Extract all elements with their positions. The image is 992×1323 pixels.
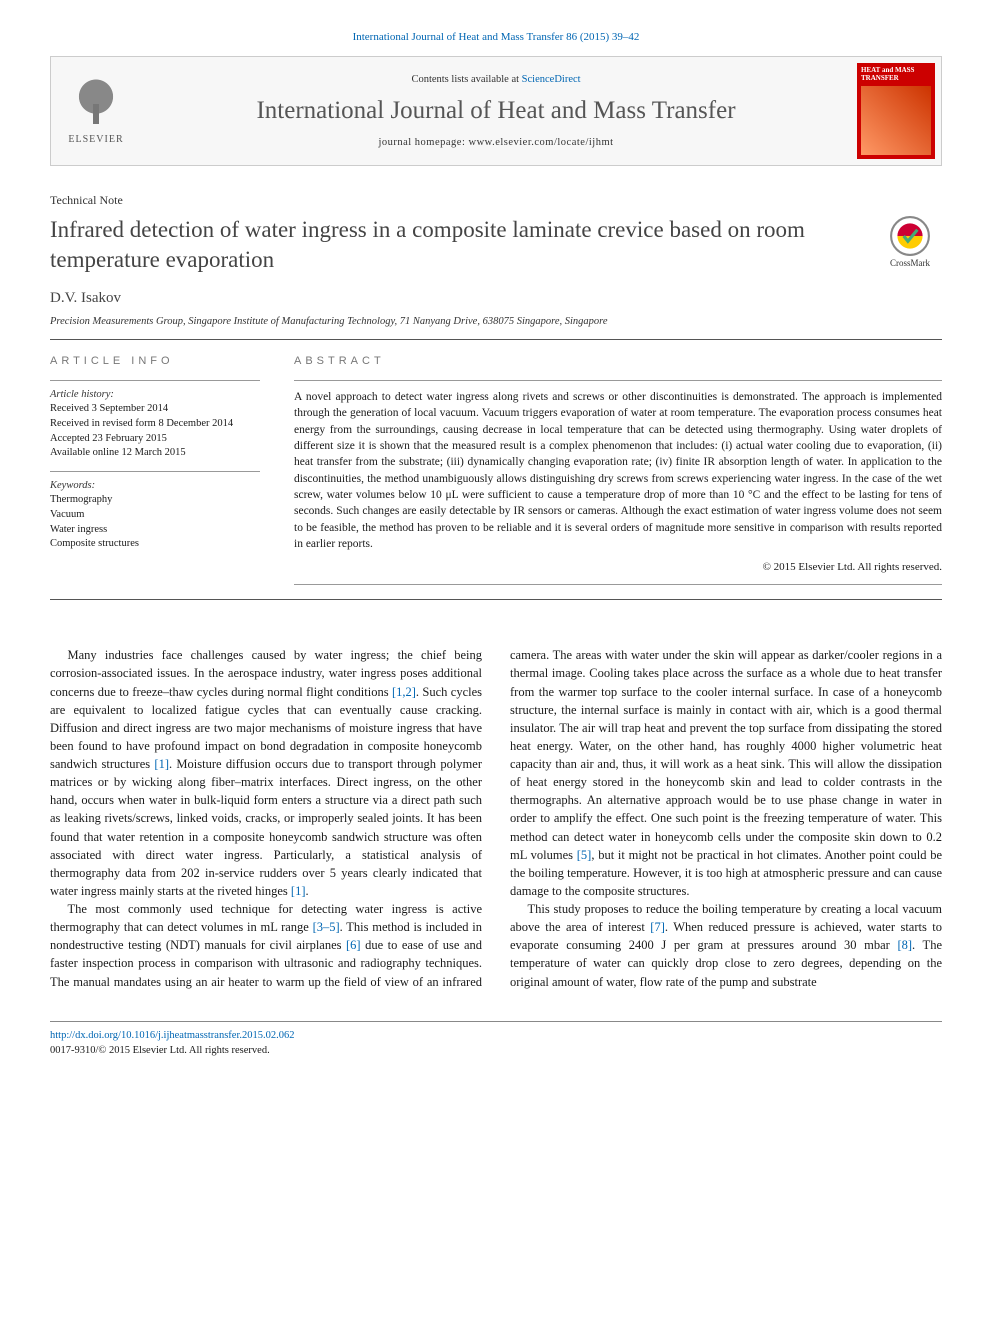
- author-affiliation: Precision Measurements Group, Singapore …: [50, 314, 942, 329]
- publisher-logo-cell: ELSEVIER: [51, 57, 141, 165]
- history-item: Available online 12 March 2015: [50, 446, 260, 461]
- crossmark-badge[interactable]: CrossMark: [878, 215, 942, 270]
- elsevier-tree-icon: [69, 75, 123, 129]
- cover-art-icon: [861, 86, 931, 155]
- rule-mid: [50, 599, 942, 600]
- keywords-label: Keywords:: [50, 478, 260, 493]
- abstract-rule-bottom: [294, 584, 942, 585]
- article-type-label: Technical Note: [50, 192, 942, 209]
- keyword-item: Vacuum: [50, 508, 260, 523]
- info-rule-2: [50, 471, 260, 472]
- crossmark-icon: [889, 215, 931, 257]
- body-run: .: [305, 884, 308, 898]
- article-title: Infrared detection of water ingress in a…: [50, 215, 858, 274]
- article-info-heading: ARTICLE INFO: [50, 354, 260, 370]
- history-list: Received 3 September 2014 Received in re…: [50, 402, 260, 461]
- bibliographic-reference: International Journal of Heat and Mass T…: [50, 30, 942, 46]
- citation-link[interactable]: [7]: [650, 920, 665, 934]
- history-item: Received 3 September 2014: [50, 402, 260, 417]
- journal-header-banner: ELSEVIER Contents lists available at Sci…: [50, 56, 942, 166]
- info-rule: [50, 380, 260, 381]
- homepage-prefix: journal homepage:: [378, 137, 468, 148]
- keywords-list: Thermography Vacuum Water ingress Compos…: [50, 493, 260, 552]
- history-item: Accepted 23 February 2015: [50, 432, 260, 447]
- issn-copyright-line: 0017-9310/© 2015 Elsevier Ltd. All right…: [50, 1045, 270, 1056]
- sciencedirect-link[interactable]: ScienceDirect: [522, 74, 581, 85]
- keyword-item: Water ingress: [50, 523, 260, 538]
- journal-cover-thumbnail: HEAT and MASS TRANSFER: [857, 63, 935, 159]
- keyword-item: Composite structures: [50, 537, 260, 552]
- journal-homepage-line: journal homepage: www.elsevier.com/locat…: [141, 135, 851, 150]
- citation-link[interactable]: [5]: [577, 848, 592, 862]
- citation-link[interactable]: [1]: [291, 884, 306, 898]
- rule-top: [50, 339, 942, 340]
- citation-link[interactable]: [3–5]: [313, 920, 340, 934]
- abstract-heading: ABSTRACT: [294, 354, 942, 370]
- citation-link[interactable]: [1]: [154, 757, 169, 771]
- citation-link[interactable]: [6]: [346, 938, 361, 952]
- abstract-copyright: © 2015 Elsevier Ltd. All rights reserved…: [294, 560, 942, 576]
- banner-center: Contents lists available at ScienceDirec…: [141, 57, 851, 165]
- citation-link[interactable]: [8]: [897, 938, 912, 952]
- page-footer: http://dx.doi.org/10.1016/j.ijheatmasstr…: [50, 1021, 942, 1058]
- abstract-text: A novel approach to detect water ingress…: [294, 389, 942, 552]
- author-name: D.V. Isakov: [50, 288, 942, 310]
- journal-name: International Journal of Heat and Mass T…: [141, 93, 851, 129]
- article-info-column: ARTICLE INFO Article history: Received 3…: [50, 354, 260, 585]
- cover-title: HEAT and MASS TRANSFER: [861, 67, 931, 82]
- citation-link[interactable]: [1,2]: [392, 685, 416, 699]
- body-run: . Moisture diffusion occurs due to trans…: [50, 757, 482, 898]
- body-paragraph: This study proposes to reduce the boilin…: [510, 900, 942, 991]
- publisher-name: ELSEVIER: [68, 133, 123, 148]
- abstract-column: ABSTRACT A novel approach to detect wate…: [294, 354, 942, 585]
- body-text: Many industries face challenges caused b…: [50, 646, 942, 990]
- keyword-item: Thermography: [50, 493, 260, 508]
- history-label: Article history:: [50, 387, 260, 402]
- contents-prefix: Contents lists available at: [411, 74, 521, 85]
- crossmark-label: CrossMark: [890, 257, 930, 270]
- contents-available-line: Contents lists available at ScienceDirec…: [141, 72, 851, 87]
- homepage-url: www.elsevier.com/locate/ijhmt: [469, 137, 614, 148]
- body-paragraph: Many industries face challenges caused b…: [50, 646, 482, 900]
- doi-link[interactable]: http://dx.doi.org/10.1016/j.ijheatmasstr…: [50, 1030, 295, 1041]
- abstract-rule: [294, 380, 942, 381]
- history-item: Received in revised form 8 December 2014: [50, 417, 260, 432]
